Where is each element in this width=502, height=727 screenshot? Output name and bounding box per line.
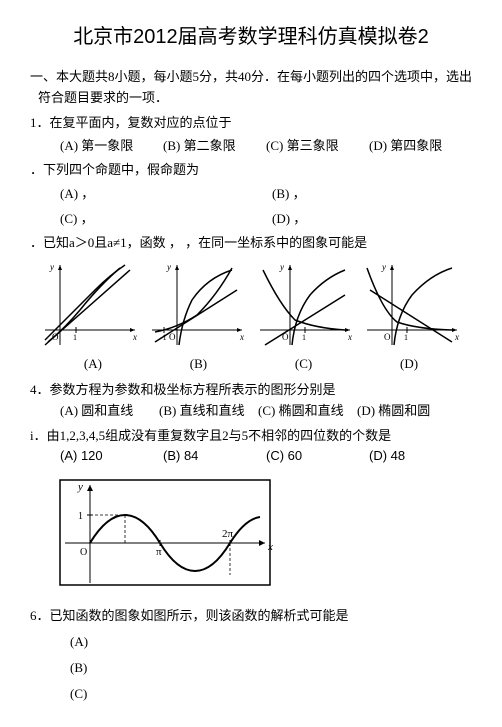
q6-text: 6．已知函数的图象如图所示，则该函数的解析式可能是 bbox=[30, 606, 472, 627]
svg-text:1: 1 bbox=[78, 511, 83, 522]
q3-label-b: (B) bbox=[190, 356, 207, 372]
page-title: 北京市2012届高考数学理科仿真模拟卷2 bbox=[30, 20, 472, 49]
q5-options: (A) 120 (B) 84 (C) 60 (D) 48 bbox=[30, 448, 472, 463]
q3-graph-labels: (A) (B) (C) (D) bbox=[30, 356, 472, 372]
q5-opt-a: (A) 120 bbox=[60, 448, 151, 463]
q2-opt-b: (B) ， bbox=[272, 183, 306, 202]
q3-graph-d: x y O 1 bbox=[362, 260, 462, 350]
svg-text:y: y bbox=[49, 262, 54, 272]
q1-opt-a: (A) 第一象限 bbox=[60, 135, 151, 154]
svg-text:x: x bbox=[454, 332, 459, 342]
svg-text:y: y bbox=[279, 262, 284, 272]
q3-graph-c: x y O 1 bbox=[255, 260, 355, 350]
q6-graph: x y O 1 π 2π bbox=[50, 475, 280, 595]
q4-text: 4．参数方程为参数和极坐标方程所表示的图形分别是 bbox=[30, 380, 472, 401]
q5-text: i．由1,2,3,4,5组成没有重复数字且2与5不相邻的四位数的个数是 bbox=[30, 426, 472, 447]
svg-text:1: 1 bbox=[302, 333, 306, 342]
svg-text:y: y bbox=[77, 481, 83, 493]
q4-opt-a: (A) 圆和直线 bbox=[60, 403, 155, 420]
svg-text:y: y bbox=[166, 262, 171, 272]
q3-graph-a: x y O 1 bbox=[40, 260, 140, 350]
q2-text: ．下列四个命题中，假命题为 bbox=[30, 160, 472, 181]
q4-opt-c: (C) 椭圆和直线 bbox=[258, 403, 353, 420]
q6-opt-a: (A) bbox=[70, 629, 472, 655]
section-header: 一、本大题共8小题，每小题5分，共40分．在每小题列出的四个选项中，选出符合题目… bbox=[30, 67, 472, 109]
q3-graph-b: x y O -1 bbox=[147, 260, 247, 350]
q1-opt-b: (B) 第二象限 bbox=[163, 135, 254, 154]
q3-graphs: x y O 1 x y O -1 x bbox=[30, 256, 472, 354]
q6-opt-b: (B) bbox=[70, 655, 472, 681]
q3-label-a: (A) bbox=[84, 356, 102, 372]
q1-text: 1．在复平面内，复数对应的点位于 bbox=[30, 113, 472, 134]
svg-text:O: O bbox=[384, 332, 391, 342]
svg-text:y: y bbox=[381, 262, 386, 272]
q3-label-c: (C) bbox=[295, 356, 312, 372]
q5-opt-b: (B) 84 bbox=[163, 448, 254, 463]
q1-options: (A) 第一象限 (B) 第二象限 (C) 第三象限 (D) 第四象限 bbox=[30, 135, 472, 154]
q6-options: (A) (B) (C) bbox=[30, 629, 472, 707]
q5-opt-c: (C) 60 bbox=[266, 448, 357, 463]
svg-text:1: 1 bbox=[404, 333, 408, 342]
q4-opt-d: (D) 椭圆和圆 bbox=[357, 403, 452, 420]
q3-text: ．已知a＞0且a≠1，函数 ， ，在同一坐标系中的图象可能是 bbox=[30, 233, 472, 254]
q2-opt-d: (D) ， bbox=[272, 208, 306, 227]
q6-opt-c: (C) bbox=[70, 681, 472, 707]
q2-opt-a: (A) ， bbox=[60, 183, 260, 202]
q5-opt-d: (D) 48 bbox=[369, 448, 460, 463]
svg-text:x: x bbox=[239, 332, 244, 342]
svg-text:x: x bbox=[347, 332, 352, 342]
svg-text:π: π bbox=[156, 546, 162, 558]
svg-text:O: O bbox=[169, 332, 176, 342]
q2-opt-c: (C) ， bbox=[60, 208, 260, 227]
q2-options-row2: (C) ， (D) ， bbox=[30, 208, 472, 227]
svg-text:2π: 2π bbox=[222, 528, 234, 540]
q3-label-d: (D) bbox=[400, 356, 418, 372]
q4-opt-b: (B) 直线和直线 bbox=[159, 403, 254, 420]
svg-text:1: 1 bbox=[73, 333, 77, 342]
svg-text:x: x bbox=[132, 332, 137, 342]
svg-text:O: O bbox=[80, 547, 87, 558]
q1-opt-c: (C) 第三象限 bbox=[266, 135, 357, 154]
q1-opt-d: (D) 第四象限 bbox=[369, 135, 460, 154]
q2-options-row1: (A) ， (B) ， bbox=[30, 183, 472, 202]
q4-options: (A) 圆和直线 (B) 直线和直线 (C) 椭圆和直线 (D) 椭圆和圆 bbox=[30, 403, 472, 420]
svg-text:x: x bbox=[267, 541, 273, 553]
